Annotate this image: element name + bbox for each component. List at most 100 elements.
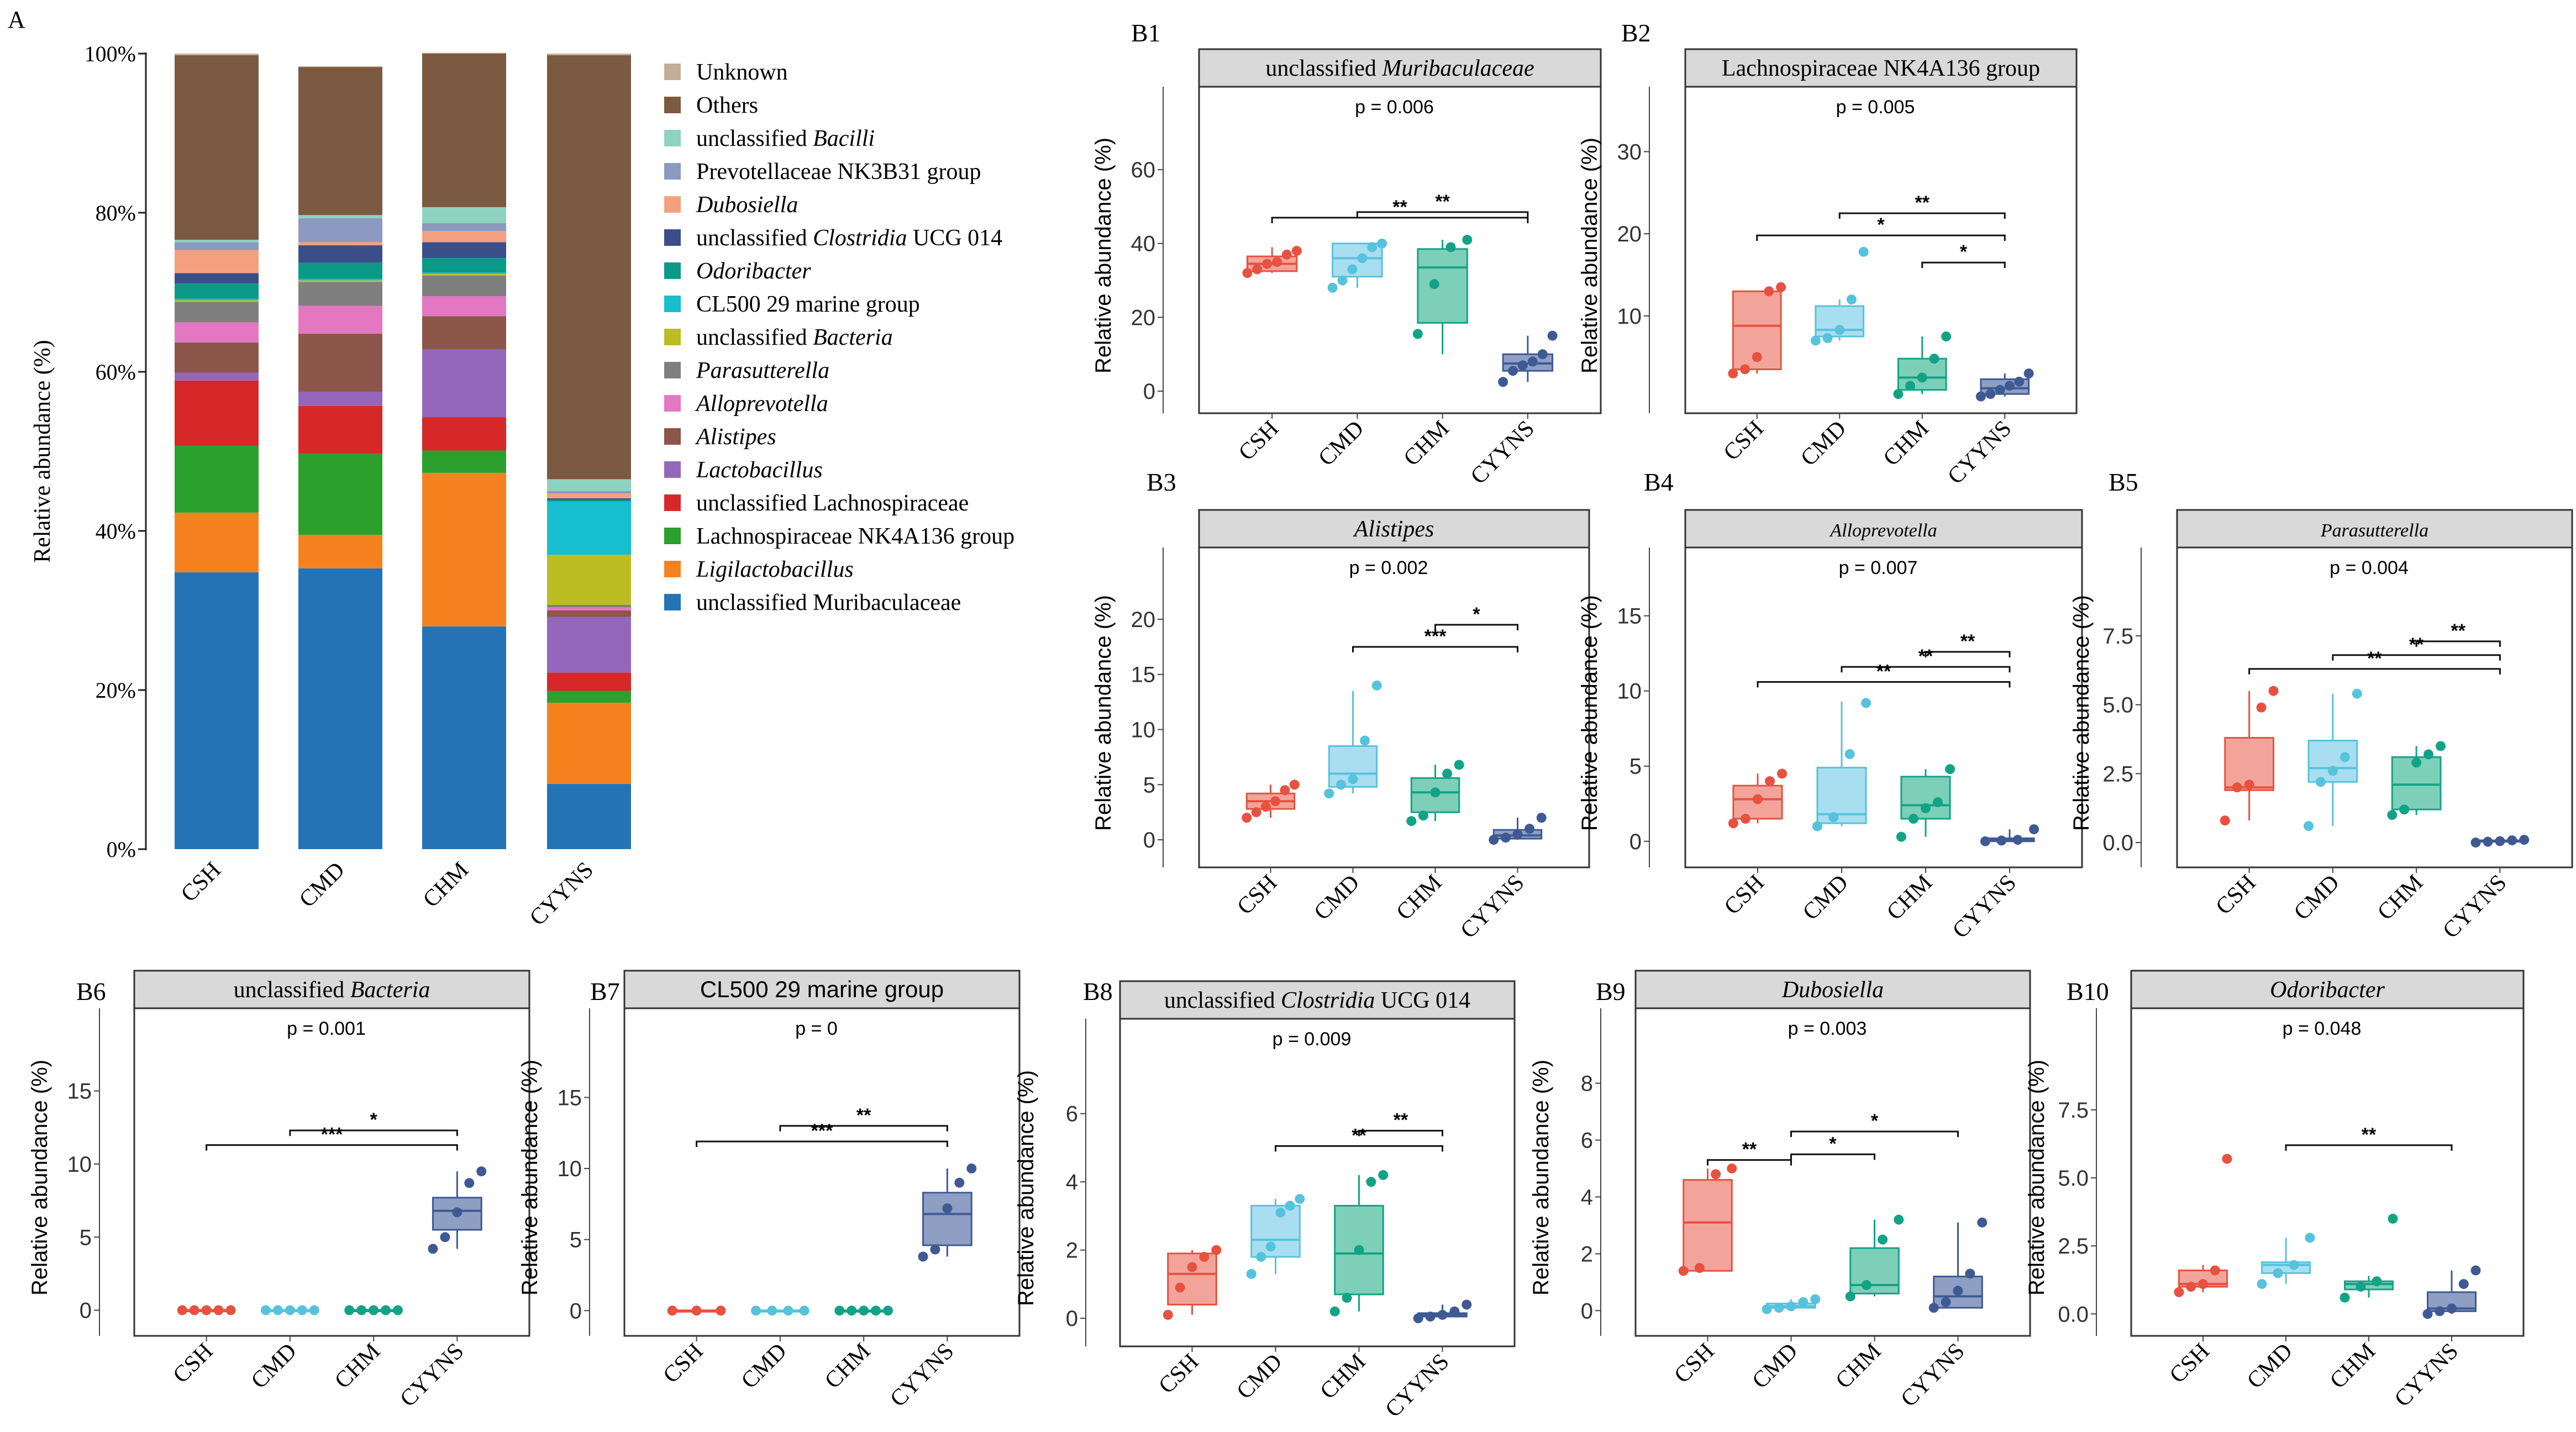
data-point [1547,330,1558,341]
legend-swatch [664,594,681,610]
data-point [452,1207,462,1218]
data-point [2256,702,2267,713]
data-point [1412,329,1423,339]
data-point [285,1305,295,1315]
bar-segment [298,215,382,219]
x-tick-label: CSH [176,857,226,907]
data-point [1896,831,1906,842]
box [1250,1204,1301,1258]
bar-segment [547,479,631,491]
bar-segment [422,273,506,276]
facet-title-part: unclassified [1164,988,1281,1013]
data-point [954,1177,965,1188]
data-point [1360,735,1370,746]
data-point [1878,1234,1888,1245]
data-point [369,1305,379,1315]
panel-label: B3 [1147,468,1176,496]
bar-segment [298,242,382,246]
facet-header [1198,509,1590,549]
facet-header [1634,970,2031,1009]
data-point [691,1305,702,1316]
bar-segment [547,783,631,849]
y-axis-title: Relative abundance (%) [2069,595,2094,831]
box [1410,777,1460,813]
bar-segment [422,275,506,297]
facet-title-part: Lachnospiraceae NK4A136 group [1722,56,2040,81]
x-tick-label: CSH [1669,1339,1719,1388]
y-axis-title: Relative abundance (%) [30,340,55,562]
significance-stars: ** [1352,1125,1366,1146]
x-tick-label: CYYNS [1380,1349,1454,1423]
significance-stars: ** [1392,197,1407,218]
significance-bracket [206,1144,458,1151]
bar-segment [422,472,506,626]
data-point [2507,835,2517,846]
y-tick-label: 5 [1629,755,1642,779]
data-point [1893,389,1904,399]
data-point [2483,836,2493,847]
box [922,1192,972,1246]
legend-swatch [664,329,681,345]
box [1167,1252,1217,1305]
y-tick-label: 10 [67,1152,92,1177]
data-point [1894,1214,1904,1225]
bar-segment [298,66,382,67]
facet-title-italic: Odoribacter [2270,977,2385,1003]
legend-swatch [664,262,681,279]
data-point [1678,1266,1689,1276]
data-point [1740,813,1750,824]
significance-stars: * [1877,214,1885,235]
data-point [1281,249,1292,260]
data-point [2470,838,2481,848]
data-point [859,1305,869,1316]
data-point [1941,1297,1951,1307]
significance-stars: * [370,1109,378,1130]
x-tick-label: CHM [820,1339,875,1394]
y-tick-label: 60% [96,360,136,385]
data-point [1449,1306,1460,1317]
x-tick-label: CSH [2165,1339,2215,1388]
bar-segment [422,231,506,243]
legend-label: Lachnospiraceae NK4A136 group [696,524,1014,549]
plot-frame [623,1007,1021,1337]
data-point [1406,816,1417,826]
y-tick-label: 60 [1131,158,1156,182]
box-plot-panels: B1 unclassified Muribaculaceae p = 0.006 0 2… [28,19,2573,1423]
bar-segment [547,617,631,673]
data-point [1941,331,1952,342]
data-point [201,1305,212,1315]
data-point [2029,824,2039,835]
legend-label: unclassified Bacilli [696,126,875,151]
data-point [1324,788,1334,799]
significance-stars: * [1473,604,1480,625]
data-point [2356,1282,2366,1292]
legend-label-part: unclassified [696,325,813,350]
data-point [2268,686,2279,696]
data-point [2289,1260,2299,1270]
bar-segment [298,282,382,306]
x-tick-label: CHM [1831,1339,1886,1394]
legend-swatch [664,362,681,378]
significance-stars: *** [321,1124,343,1145]
plot-frame [1198,546,1590,868]
data-point [2372,1276,2382,1287]
legend-label: Odoribacter [696,259,811,284]
data-point [2327,766,2338,776]
data-point [1834,325,1845,335]
data-point [392,1305,403,1315]
facet-header [623,970,1021,1009]
bar-segment [547,54,631,55]
data-point [767,1305,777,1316]
bar-segment [175,445,259,513]
facet-title: Dubosiella [1781,977,1884,1003]
facet-header [1684,48,2078,88]
box-panel-b7: B7 CL500 29 marine group p = 0 0 5 10 15 Relati… [518,970,1021,1412]
data-point [1765,776,1775,786]
bar-segment [422,296,506,317]
facet-title-part: unclassified [234,977,350,1003]
significance-bracket [1838,212,2006,219]
significance-stars: * [1871,1110,1879,1131]
bar-segment [422,450,506,473]
bar-segment [175,302,259,323]
data-point [1413,1313,1423,1324]
